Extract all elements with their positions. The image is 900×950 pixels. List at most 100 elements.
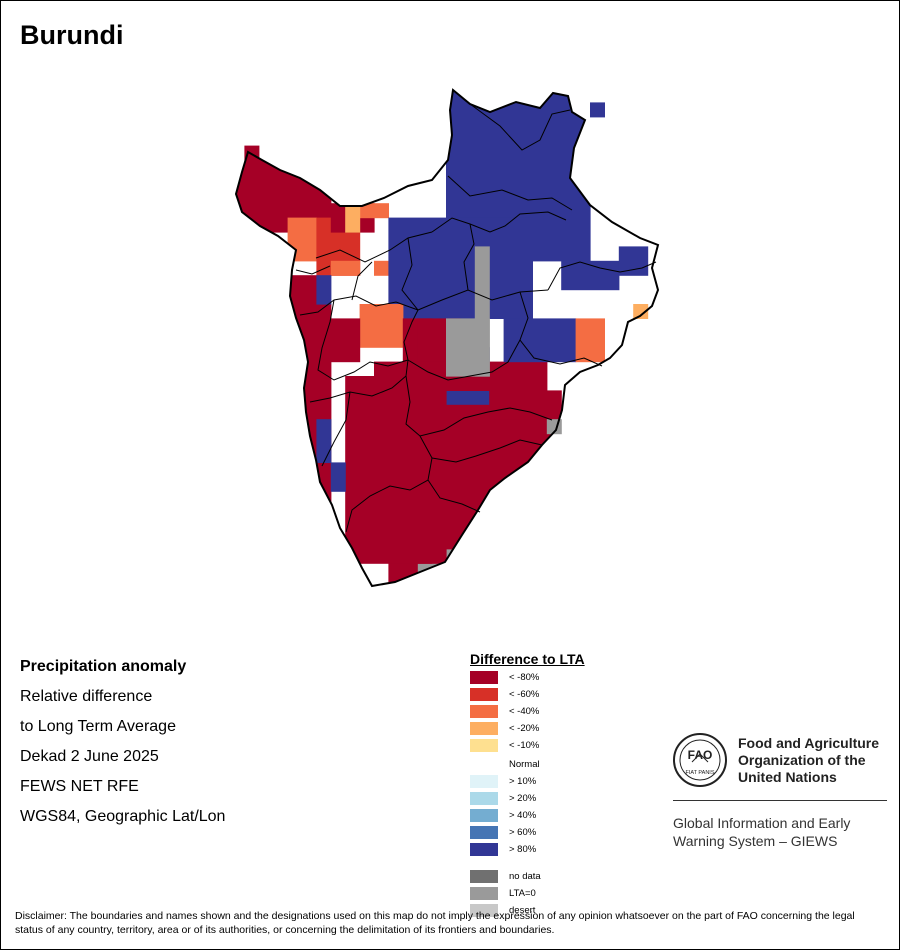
anomaly-grid xyxy=(236,90,649,586)
fao-logo: FAO FIAT PANIS xyxy=(673,733,727,787)
legend-item: < -40% xyxy=(470,705,590,718)
legend-swatch xyxy=(470,887,498,900)
anomaly-cell xyxy=(330,260,361,276)
province-boundary xyxy=(427,479,481,513)
country-border xyxy=(234,88,660,588)
admin-boundaries xyxy=(295,103,657,533)
province-boundary xyxy=(315,231,433,263)
legend-swatch xyxy=(470,722,498,735)
map-info: Precipitation anomaly Relative differenc… xyxy=(20,656,225,836)
legend-item: < -60% xyxy=(470,688,590,701)
legend-swatch xyxy=(470,671,498,684)
legend-swatch xyxy=(470,688,498,701)
fao-logo-motto: FIAT PANIS xyxy=(685,770,714,776)
anomaly-cell xyxy=(316,275,332,305)
giews-name: Global Information and Early Warning Sys… xyxy=(673,814,850,850)
province-boundary xyxy=(405,375,553,437)
anomaly-cell xyxy=(402,390,447,564)
legend-item: desert xyxy=(470,904,590,917)
province-boundary xyxy=(447,175,573,211)
legend-item: > 20% xyxy=(470,792,590,805)
province-boundary xyxy=(401,237,549,311)
legend-label: < -80% xyxy=(509,672,540,683)
legend-label: LTA=0 xyxy=(509,888,536,899)
province-boundary xyxy=(403,309,419,361)
anomaly-cell xyxy=(575,318,605,363)
legend-item: no data xyxy=(470,870,590,883)
province-boundary xyxy=(321,391,351,467)
precipitation-anomaly-map xyxy=(234,88,660,588)
fao-organization-name: Food and Agriculture Organization of the… xyxy=(738,735,879,786)
province-boundary xyxy=(431,211,567,233)
info-period: Dekad 2 June 2025 xyxy=(20,748,159,765)
anomaly-grid-edge-cells xyxy=(244,102,649,435)
legend-item: LTA=0 xyxy=(470,887,590,900)
legend-label: no data xyxy=(509,871,541,882)
giews-line: Global Information and Early xyxy=(673,815,851,831)
anomaly-cell xyxy=(388,217,533,319)
fao-name-line: Organization of the xyxy=(738,752,866,768)
legend-item: > 40% xyxy=(470,809,590,822)
legend-label: > 40% xyxy=(509,810,537,821)
province-boundary xyxy=(547,261,657,291)
legend-label: < -40% xyxy=(509,706,540,717)
legend-item: > 80% xyxy=(470,843,590,856)
legend-item: < -80% xyxy=(470,671,590,684)
province-boundary xyxy=(317,299,409,381)
anomaly-cell xyxy=(503,318,577,363)
legend-swatch xyxy=(470,705,498,718)
anomaly-cell xyxy=(633,304,649,319)
legend-item: < -20% xyxy=(470,722,590,735)
anomaly-cell xyxy=(446,318,490,377)
fao-name-line: Food and Agriculture xyxy=(738,735,880,751)
legend-title: Difference to LTA xyxy=(470,651,585,667)
legend-item: Normal xyxy=(470,758,590,771)
legend-swatch xyxy=(470,792,498,805)
map-title: Burundi xyxy=(20,20,124,50)
legend-label: < -10% xyxy=(509,740,540,751)
legend-label: < -20% xyxy=(509,723,540,734)
legend-label: > 60% xyxy=(509,827,537,838)
disclaimer: Disclaimer: The boundaries and names sho… xyxy=(15,910,855,936)
giews-line: Warning System – GIEWS xyxy=(673,833,838,849)
anomaly-cell xyxy=(345,203,361,233)
province-boundary xyxy=(295,265,331,275)
legend-label: Normal xyxy=(509,759,540,770)
legend-label: desert xyxy=(509,905,536,916)
legend-item: < -10% xyxy=(470,739,590,752)
province-boundary xyxy=(407,339,521,381)
info-product-title: Precipitation anomaly xyxy=(20,658,187,675)
legend-label: < -60% xyxy=(509,689,540,700)
legend-label: > 10% xyxy=(509,776,537,787)
info-description: Relative difference xyxy=(20,688,153,705)
anomaly-cell xyxy=(330,462,346,492)
province-boundary xyxy=(463,223,475,291)
province-boundary xyxy=(431,439,543,463)
info-description-cont: to Long Term Average xyxy=(20,718,176,735)
legend-item: > 60% xyxy=(470,826,590,839)
fao-logo-word: FAO xyxy=(688,748,713,762)
legend-swatch xyxy=(470,739,498,752)
legend-swatch xyxy=(470,758,498,771)
anomaly-cell xyxy=(359,203,389,219)
info-source: FEWS NET RFE xyxy=(20,778,139,795)
province-boundary xyxy=(351,261,373,301)
legend-swatch xyxy=(470,826,498,839)
province-boundary xyxy=(519,291,603,367)
anomaly-cell xyxy=(330,318,361,363)
legend-swatch xyxy=(470,775,498,788)
anomaly-cell xyxy=(561,260,620,291)
anomaly-cell xyxy=(590,102,605,118)
info-projection: WGS84, Geographic Lat/Lon xyxy=(20,808,226,825)
province-boundary xyxy=(299,295,419,316)
legend-label: > 80% xyxy=(509,844,537,855)
anomaly-cell xyxy=(489,390,562,420)
legend-swatch xyxy=(470,843,498,856)
anomaly-cell xyxy=(316,419,332,463)
fao-divider xyxy=(673,800,887,801)
anomaly-cell xyxy=(287,217,317,262)
legend-swatch xyxy=(470,809,498,822)
map-legend: Difference to LTA < -80% < -60% < -40% < -2… xyxy=(470,651,585,917)
province-boundary xyxy=(469,103,571,151)
legend-swatch xyxy=(470,904,498,917)
